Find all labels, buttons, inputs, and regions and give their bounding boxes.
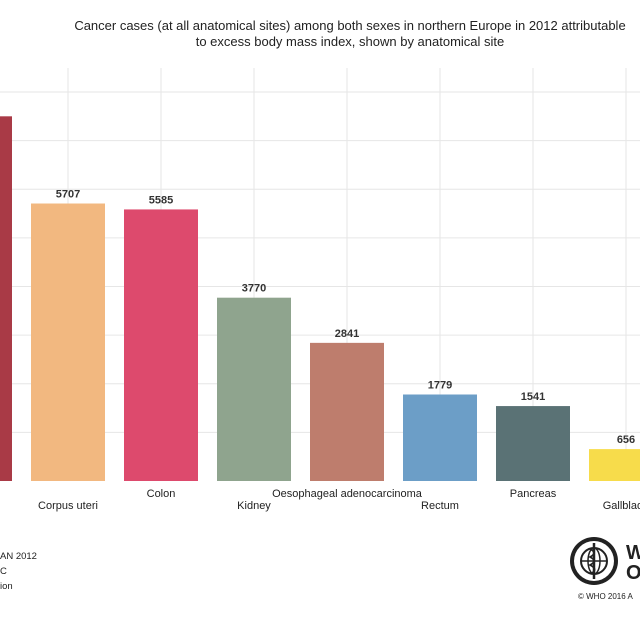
svg-text:W: W xyxy=(626,542,640,564)
x-tick-label-4: Oesophageal adenocarcinoma xyxy=(272,488,423,500)
chart-title: Cancer cases (at all anatomical sites) a… xyxy=(0,18,640,50)
data-label-4: 2841 xyxy=(335,328,359,340)
data-label-1: 5707 xyxy=(56,188,80,200)
source-line-1: AN 2012 xyxy=(0,551,37,562)
svg-text:O: O xyxy=(626,562,640,584)
x-tick-label-2: Colon xyxy=(147,488,176,500)
source-line-3: ion xyxy=(0,581,13,592)
copyright-notice: © WHO 2016 A xyxy=(578,592,633,601)
data-label-5: 1779 xyxy=(428,379,452,391)
bar-2 xyxy=(124,209,198,481)
data-label-6: 1541 xyxy=(521,391,545,403)
source-line-2: C xyxy=(0,566,7,577)
x-tick-label-5: Rectum xyxy=(421,500,459,512)
x-tick-label-3: Kidney xyxy=(237,500,271,512)
bar-3 xyxy=(217,297,291,481)
chart-title-line-2: to excess body mass index, shown by anat… xyxy=(195,34,505,49)
bar-4 xyxy=(310,342,384,481)
data-label-2: 5585 xyxy=(149,194,173,206)
bar-6 xyxy=(496,406,570,481)
bar-0 xyxy=(0,116,12,481)
chart-title-line-1: Cancer cases (at all anatomical sites) a… xyxy=(74,18,626,33)
bar-7 xyxy=(589,449,640,481)
who-logo: W O xyxy=(568,535,640,592)
data-label-3: 3770 xyxy=(242,283,266,295)
data-label-7: 656 xyxy=(617,434,635,446)
bar-5 xyxy=(403,394,477,481)
x-tick-label-7: Gallblado xyxy=(603,500,640,512)
x-tick-label-1: Corpus uteri xyxy=(38,500,98,512)
bar-1 xyxy=(31,203,105,481)
x-tick-label-6: Pancreas xyxy=(510,488,557,500)
